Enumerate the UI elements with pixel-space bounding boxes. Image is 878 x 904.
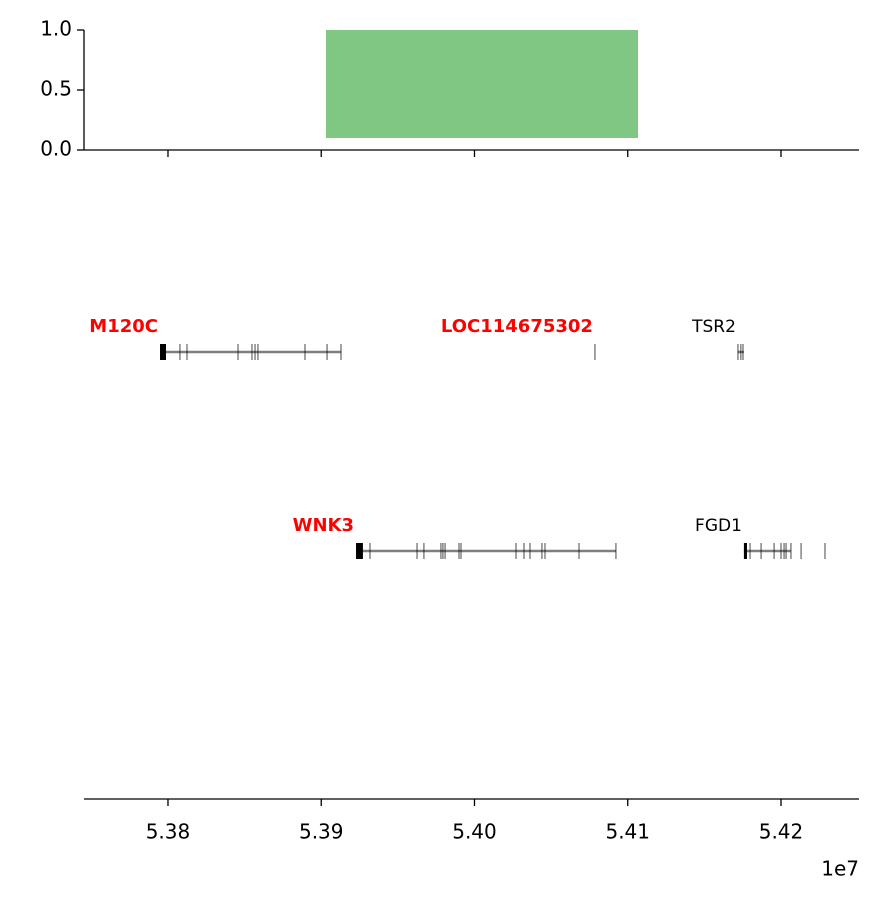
exon bbox=[790, 543, 792, 559]
exon bbox=[541, 543, 543, 559]
exon bbox=[780, 543, 782, 559]
exon bbox=[544, 543, 546, 559]
exon bbox=[785, 543, 787, 559]
exon bbox=[369, 543, 371, 559]
exon bbox=[740, 344, 742, 360]
y-tick-label: 1.0 bbox=[40, 17, 72, 41]
exon bbox=[257, 344, 259, 360]
gene-label: WNK3 bbox=[293, 515, 354, 536]
exon bbox=[356, 543, 363, 559]
exon bbox=[340, 344, 342, 360]
x-tick-label: 5.41 bbox=[605, 820, 650, 844]
exon bbox=[179, 344, 181, 360]
gene-label: LOC114675302 bbox=[441, 316, 593, 337]
x-tick-label: 5.40 bbox=[452, 820, 497, 844]
exon bbox=[615, 543, 617, 559]
exon bbox=[523, 543, 525, 559]
x-tick-label: 5.42 bbox=[759, 820, 804, 844]
exon bbox=[251, 344, 253, 360]
exon bbox=[737, 344, 739, 360]
exon bbox=[440, 543, 442, 559]
gene-label: TSR2 bbox=[691, 317, 736, 337]
y-tick-label: 0.0 bbox=[40, 137, 72, 161]
exon bbox=[460, 543, 462, 559]
exon bbox=[824, 543, 826, 559]
exon bbox=[529, 543, 531, 559]
exon bbox=[578, 543, 580, 559]
exon bbox=[800, 543, 802, 559]
exon bbox=[594, 344, 596, 360]
x-offset-label: 1e7 bbox=[821, 857, 859, 881]
y-tick-label: 0.5 bbox=[40, 77, 72, 101]
gene-label: M120C bbox=[89, 316, 158, 337]
exon bbox=[749, 543, 751, 559]
exon bbox=[742, 344, 744, 360]
exon bbox=[515, 543, 517, 559]
exon bbox=[773, 543, 775, 559]
exon bbox=[237, 344, 239, 360]
exon bbox=[760, 543, 762, 559]
exon bbox=[186, 344, 188, 360]
x-tick-label: 5.39 bbox=[299, 820, 344, 844]
exon bbox=[743, 543, 747, 559]
exon bbox=[458, 543, 460, 559]
exon bbox=[423, 543, 425, 559]
gene-label: FGD1 bbox=[695, 516, 742, 536]
exon bbox=[442, 543, 444, 559]
exon bbox=[326, 344, 328, 360]
exon bbox=[160, 344, 166, 360]
exon bbox=[304, 344, 306, 360]
exon bbox=[416, 543, 418, 559]
exon bbox=[444, 543, 446, 559]
x-tick-label: 5.38 bbox=[146, 820, 191, 844]
exon bbox=[783, 543, 785, 559]
span bbox=[325, 30, 639, 138]
exon bbox=[254, 344, 256, 360]
